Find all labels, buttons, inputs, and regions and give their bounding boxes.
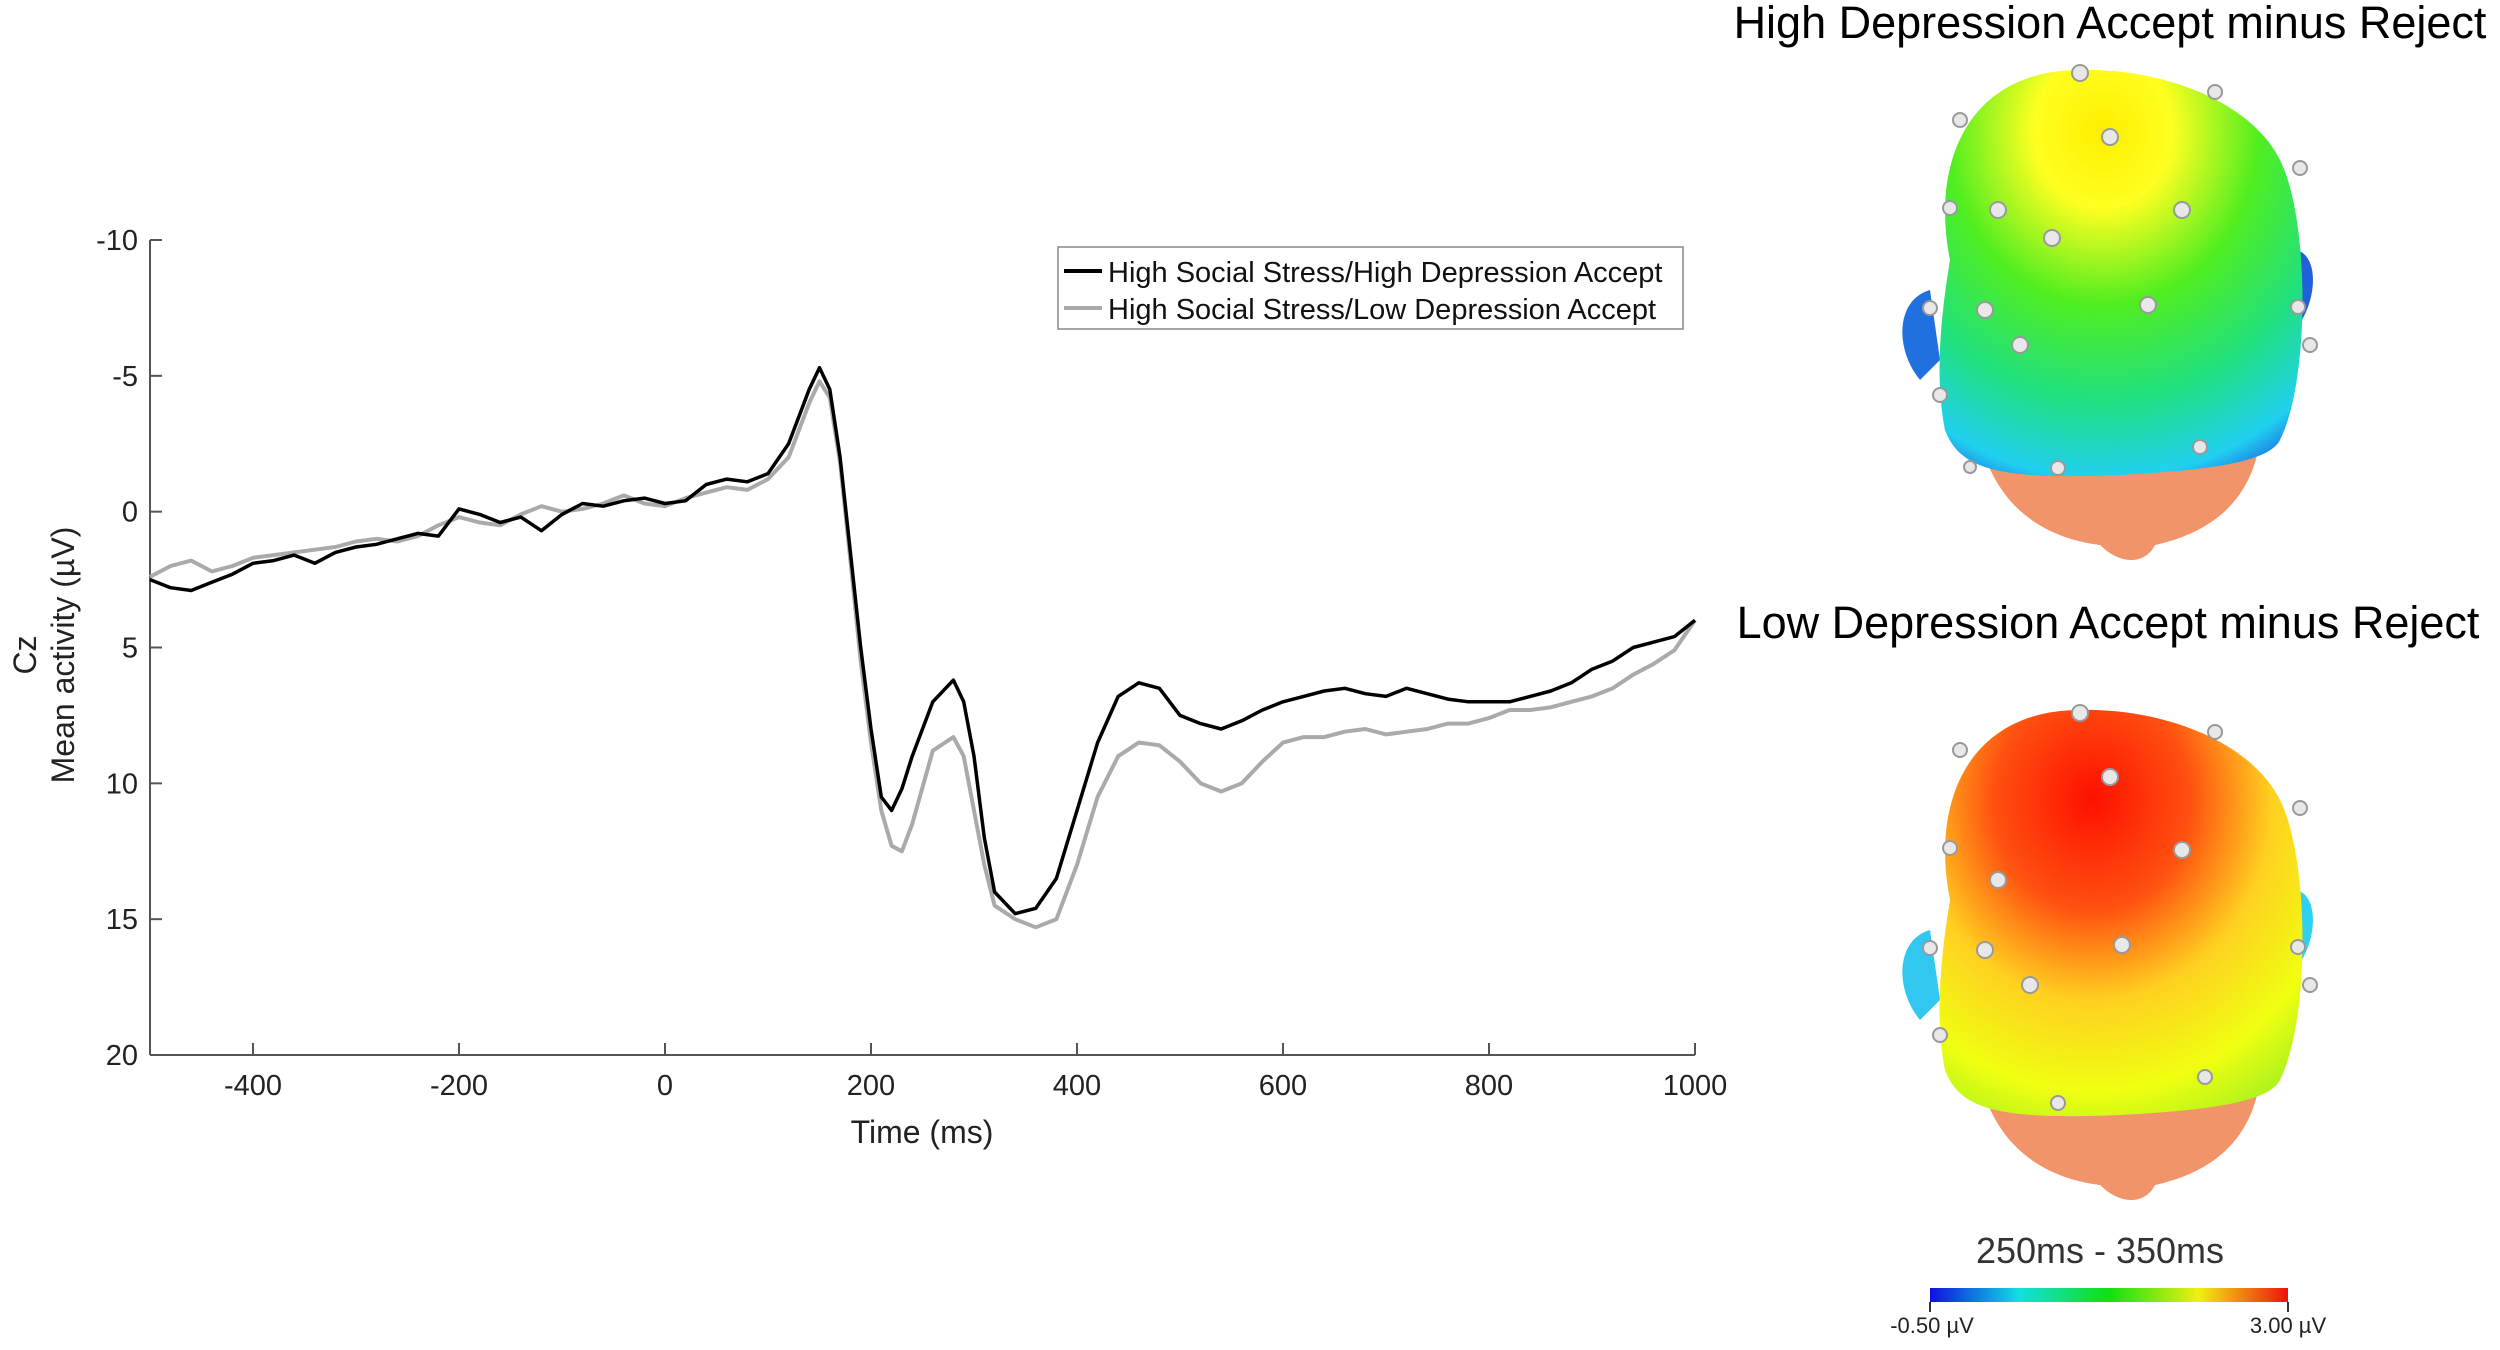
scalp-map (1939, 709, 2303, 1117)
y-tick-label: -10 (96, 225, 138, 257)
y-tick-label: 20 (106, 1040, 138, 1072)
time-window-label: 250ms - 350ms (1976, 1230, 2224, 1271)
y-tick-label: 5 (122, 633, 138, 665)
scalp-map (1939, 69, 2303, 477)
colorbar: -0.50 µV 3.00 µV (1890, 1288, 2326, 1338)
y-tick-label: 0 (122, 497, 138, 529)
x-tick-label: -400 (224, 1070, 282, 1102)
legend-label-low-depression: High Social Stress/Low Depression Accept (1108, 294, 1656, 326)
x-tick-label: -200 (430, 1070, 488, 1102)
topomap-title-high-depression: High Depression Accept minus Reject (1734, 0, 2487, 48)
legend-label-high-depression: High Social Stress/High Depression Accep… (1108, 257, 1662, 289)
colorbar-max-label: 3.00 µV (2250, 1313, 2327, 1338)
x-tick-label: 200 (847, 1070, 895, 1102)
series-line-high-depression (149, 365, 1697, 916)
topomap-low-depression (1902, 704, 2318, 1200)
y-tick-label: 10 (106, 768, 138, 800)
y-axis-title: Mean activity (µV) (45, 527, 81, 784)
y-tick-label: 15 (106, 904, 138, 936)
electrodes (1922, 64, 2318, 476)
y-tick-label: -5 (112, 361, 138, 393)
legend-box (1057, 246, 1684, 330)
x-axis-ticks: -400 -200 0 200 400 600 800 1000 (224, 1043, 1727, 1102)
x-tick-label: 800 (1465, 1070, 1513, 1102)
legend: High Social Stress/High Depression Accep… (1057, 246, 1684, 330)
topomap-high-depression (1902, 64, 2318, 560)
x-tick-label: 600 (1259, 1070, 1307, 1102)
series-line-low-depression (149, 379, 1697, 930)
electrodes (1922, 704, 2318, 1111)
y-axis-title-top: Cz (7, 635, 43, 674)
y-axis-ticks: -10 -5 0 5 10 15 20 (96, 225, 162, 1072)
x-tick-label: 0 (657, 1070, 673, 1102)
x-axis-title: Time (ms) (851, 1114, 994, 1150)
x-tick-label: 400 (1053, 1070, 1101, 1102)
colorbar-min-label: -0.50 µV (1890, 1313, 1974, 1338)
topomap-title-low-depression: Low Depression Accept minus Reject (1737, 597, 2480, 648)
x-tick-label: 1000 (1663, 1070, 1728, 1102)
series-layer (149, 365, 1697, 930)
colorbar-gradient (1930, 1288, 2288, 1302)
